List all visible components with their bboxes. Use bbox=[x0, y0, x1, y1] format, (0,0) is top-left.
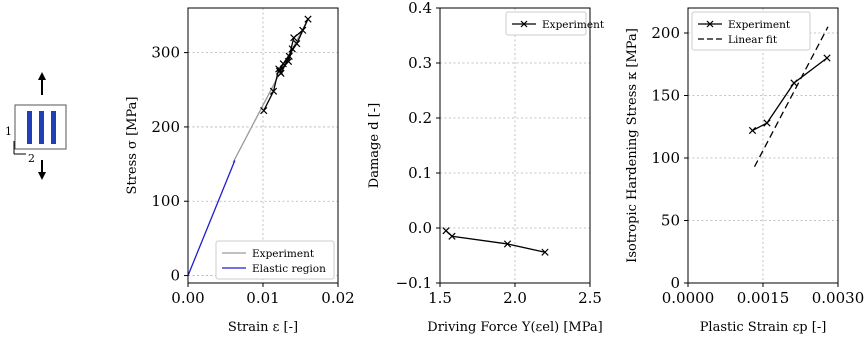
x-tick-label: 0.00 bbox=[171, 289, 204, 307]
x-axis-label: Driving Force Y(εel) [MPa] bbox=[427, 320, 602, 335]
plot-frame bbox=[687, 7, 839, 284]
y-axis-label: Isotropic Hardening Stress κ [MPa] bbox=[625, 28, 640, 263]
y-tick-label: 300 bbox=[151, 44, 180, 62]
data-point bbox=[748, 126, 757, 135]
legend-box bbox=[691, 11, 811, 51]
series-experiment bbox=[442, 227, 549, 256]
series-line bbox=[187, 160, 236, 276]
legend-box bbox=[215, 240, 335, 280]
data-point bbox=[288, 45, 296, 53]
x-tick-label: 2.0 bbox=[503, 289, 527, 307]
plot-frame bbox=[439, 7, 591, 284]
y-tick-label: 0 bbox=[170, 267, 180, 285]
y-tick-label: 0 bbox=[670, 274, 680, 292]
chart-1: 0.00 0.01 0.02 0 100 200 300 Strain ε [-] Stress… bbox=[125, 7, 355, 335]
chart-2: 1.5 2.0 2.5 −0.1 0.0 0.1 0.2 0.3 0.4 Driving Forc… bbox=[367, 0, 605, 335]
chart-3: 0.0000 0.0015 0.0030 0 50 100 150 200 Plastic St… bbox=[625, 7, 865, 335]
data-point bbox=[279, 60, 287, 68]
x-tick-label: 2.5 bbox=[578, 289, 602, 307]
specimen-icon: 1 2 bbox=[5, 72, 67, 180]
y-tick-label: 50 bbox=[661, 212, 680, 230]
data-point bbox=[763, 119, 771, 127]
y-tick-label: 0.4 bbox=[408, 0, 432, 17]
y-tick-label: 200 bbox=[151, 118, 180, 136]
data-point bbox=[284, 57, 293, 66]
legend-entry: Experiment bbox=[512, 19, 605, 31]
legend: Experiment Elastic region bbox=[215, 240, 335, 280]
data-point bbox=[448, 232, 456, 240]
y-tick-label: 200 bbox=[651, 24, 680, 42]
series-line bbox=[445, 230, 546, 253]
y-tick-label: 0.1 bbox=[408, 164, 432, 182]
x-tick-label: 0.01 bbox=[246, 289, 279, 307]
legend-label: Linear fit bbox=[728, 34, 778, 46]
legend-label: Experiment bbox=[728, 19, 791, 31]
series-linear-fit bbox=[753, 26, 829, 168]
y-axis-label: Damage d [-] bbox=[367, 103, 382, 188]
legend-label: Elastic region bbox=[252, 263, 326, 275]
x-axis-label: Plastic Strain εp [-] bbox=[700, 320, 827, 335]
legend: Experiment bbox=[505, 11, 605, 36]
data-point bbox=[823, 54, 831, 62]
arrow-down-head-icon bbox=[38, 172, 46, 180]
y-tick-label: 0.3 bbox=[408, 54, 432, 72]
data-point bbox=[260, 106, 268, 115]
y-axis-label: Stress σ [MPa] bbox=[125, 97, 140, 195]
series-elastic-region bbox=[187, 160, 236, 276]
y-tick-label: 0.2 bbox=[408, 109, 432, 127]
legend-label: Experiment bbox=[252, 248, 315, 260]
x-tick-label: 1.5 bbox=[428, 289, 452, 307]
x-tick-label: 0.0030 bbox=[812, 289, 865, 307]
x-axis-label: Strain ε [-] bbox=[228, 320, 298, 335]
y-tick-label: 100 bbox=[151, 192, 180, 210]
direction-2-label: 2 bbox=[28, 152, 35, 165]
legend-entry: Experiment bbox=[222, 248, 315, 260]
series-data bbox=[260, 15, 312, 115]
x-tick-label: 0.02 bbox=[321, 289, 354, 307]
series-line bbox=[753, 26, 829, 168]
legend-entry: Elastic region bbox=[222, 263, 326, 275]
plot-frame bbox=[187, 7, 339, 284]
x-tick-label: 0.0015 bbox=[737, 289, 790, 307]
data-point bbox=[541, 248, 549, 256]
data-point bbox=[442, 227, 450, 235]
fiber-stripe bbox=[51, 111, 56, 144]
legend-entry: Experiment bbox=[698, 19, 791, 31]
legend-box bbox=[505, 11, 587, 36]
data-point bbox=[299, 26, 307, 34]
fiber-stripe bbox=[27, 111, 32, 144]
data-point bbox=[503, 240, 512, 248]
direction-1-label: 1 bbox=[5, 125, 12, 138]
legend: Experiment Linear fit bbox=[691, 11, 811, 51]
legend-entry: Linear fit bbox=[698, 34, 778, 46]
x-tick-label: 0.0000 bbox=[662, 289, 715, 307]
y-tick-label: −0.1 bbox=[396, 274, 432, 292]
y-tick-label: 100 bbox=[651, 149, 680, 167]
series-experiment bbox=[748, 54, 831, 135]
data-point bbox=[790, 79, 798, 87]
series-line bbox=[752, 57, 828, 132]
y-tick-label: 150 bbox=[651, 87, 680, 105]
fiber-stripe bbox=[39, 111, 44, 144]
data-point bbox=[290, 34, 298, 42]
arrow-up-head-icon bbox=[38, 72, 46, 80]
data-point bbox=[304, 15, 312, 23]
data-point bbox=[275, 67, 284, 75]
y-tick-label: 0.0 bbox=[408, 219, 432, 237]
data-point bbox=[269, 87, 278, 95]
legend-label: Experiment bbox=[542, 19, 605, 31]
